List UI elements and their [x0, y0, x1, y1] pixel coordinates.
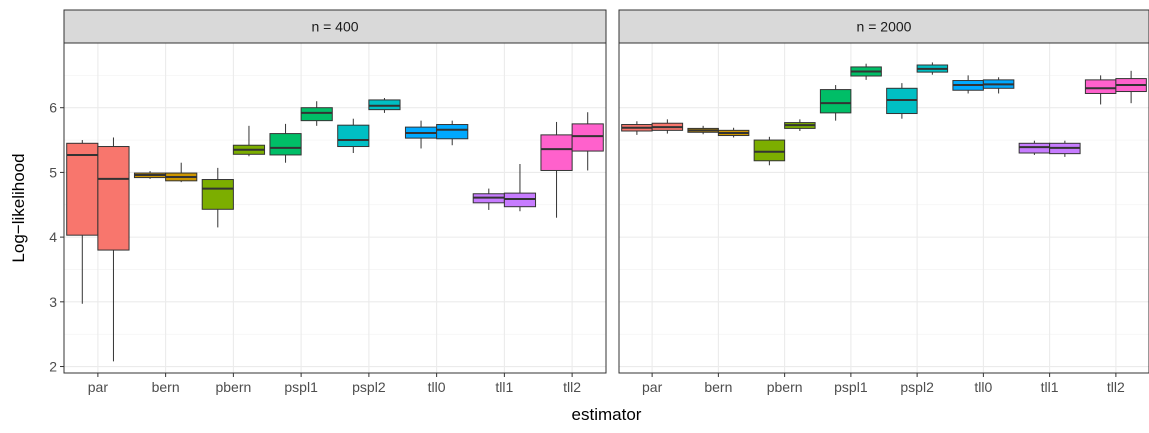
y-tick-label: 5	[49, 164, 57, 180]
x-tick-label: tll1	[1041, 379, 1059, 395]
box-pspl1	[819, 85, 852, 121]
x-tick-label: tll0	[974, 379, 992, 395]
box-tll2	[540, 121, 573, 218]
y-axis-title: Log−likelihood	[9, 153, 28, 262]
box-body	[819, 89, 852, 114]
box-pbern	[201, 167, 234, 228]
box-tll1	[1049, 140, 1081, 157]
x-tick-label: par	[88, 379, 109, 395]
box-pspl2	[368, 98, 401, 113]
x-tick-label: tll1	[495, 379, 513, 395]
box-body	[97, 146, 130, 251]
box-body	[571, 123, 604, 152]
box-pbern	[753, 136, 786, 166]
x-tick-label: tll0	[428, 379, 446, 395]
box-pspl2	[916, 62, 949, 75]
plot-background	[619, 43, 1149, 373]
x-tick-label: pspl2	[900, 379, 934, 395]
x-tick-label: tll2	[563, 379, 581, 395]
box-tll1	[503, 164, 537, 212]
box-body	[436, 124, 469, 140]
box-pspl1	[300, 101, 333, 126]
y-axis: 2 3 4 5 6	[49, 100, 64, 375]
box-pspl1	[850, 63, 882, 80]
box-pbern	[232, 125, 266, 157]
box-pspl1	[269, 123, 302, 163]
panel-border	[63, 42, 607, 374]
box-pspl2	[886, 83, 918, 119]
panel-border	[618, 42, 1149, 374]
y-tick-label: 2	[49, 359, 57, 375]
box-par	[66, 140, 99, 304]
box-body	[337, 124, 370, 148]
box-tll2	[1084, 75, 1117, 105]
box-pbern	[784, 119, 816, 131]
facet-panel: n = 400 par bern pbern pspl1 pspl2 tll0 tll1 tll…	[63, 9, 607, 395]
facet-panels: n = 400 par bern pbern pspl1 pspl2 tll0 tll1 tll…	[63, 9, 1149, 395]
x-tick-label: pspl2	[352, 379, 386, 395]
box-tll1	[1018, 140, 1051, 155]
facet-title: n = 400	[311, 19, 358, 35]
x-tick-label: tll2	[1107, 379, 1125, 395]
x-tick-label: par	[642, 379, 663, 395]
plot-background	[64, 43, 606, 373]
box-par	[97, 137, 130, 362]
facet-title: n = 2000	[857, 19, 912, 35]
box-body	[300, 107, 333, 122]
box-tll2	[571, 112, 604, 171]
box-body	[753, 139, 786, 162]
y-tick-label: 6	[49, 100, 57, 116]
box-body	[540, 134, 573, 171]
y-tick-label: 3	[49, 294, 57, 310]
box-bern	[717, 127, 750, 138]
box-tll2	[1115, 70, 1147, 104]
x-tick-label: pbern	[215, 379, 251, 395]
box-body	[269, 133, 302, 156]
x-tick-label: pbern	[767, 379, 803, 395]
facet-panel: n = 2000 par bern pbern pspl1 pspl2 tll0 tll1 tl…	[618, 9, 1149, 395]
box-body	[1084, 79, 1117, 94]
x-axis-title: estimator	[572, 405, 642, 424]
x-tick-label: pspl1	[834, 379, 868, 395]
box-pspl2	[337, 118, 370, 153]
box-bern	[165, 162, 198, 183]
box-par	[651, 119, 684, 134]
box-body	[201, 179, 234, 210]
x-tick-label: pspl1	[284, 379, 318, 395]
box-tll0	[952, 75, 984, 94]
box-tll0	[436, 120, 469, 146]
box-tll0	[982, 77, 1015, 94]
facet-strip	[618, 9, 1149, 44]
box-body	[66, 142, 99, 236]
facet-strip	[63, 9, 607, 44]
x-tick-label: bern	[152, 379, 180, 395]
y-tick-label: 4	[49, 229, 57, 245]
x-tick-label: bern	[704, 379, 732, 395]
